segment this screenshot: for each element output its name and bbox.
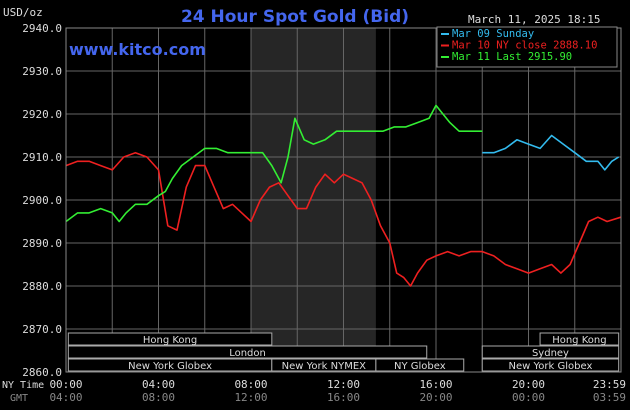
legend-entry: Mar 09 Sunday — [452, 28, 534, 40]
x-tick-label: 04:00 — [142, 378, 175, 391]
session-label: New York Globex — [509, 361, 593, 372]
chart-title: 24 Hour Spot Gold (Bid) — [181, 7, 409, 27]
x-axis-ticks: 00:00 04:00 08:00 12:00 16:00 20:00 23:5904:00… — [49, 378, 626, 404]
session-box — [539, 332, 620, 346]
session-label: Sydney — [532, 348, 569, 359]
y-tick-label: 2890.0 — [22, 237, 62, 250]
y-tick-label: 2900.0 — [22, 194, 62, 207]
series-line — [65, 104, 483, 223]
legend-entry: Mar 10 NY close 2888.10 — [452, 40, 597, 52]
session-label: New York Globex — [128, 361, 212, 372]
x-tick-label: 08:00 — [234, 378, 267, 391]
session-box — [375, 358, 465, 372]
x-tick-label: 00:00 — [49, 378, 82, 391]
market-sessions: Hong Kong London New York Globex New York N… — [67, 332, 620, 372]
gmt-tick-label: 16:00 — [327, 391, 360, 404]
session-label: Hong Kong — [552, 335, 606, 346]
gmt-tick-label: 04:00 — [49, 391, 82, 404]
legend-box — [436, 26, 618, 68]
gmt-axis-label: GMT — [10, 393, 28, 404]
session-label: Hong Kong — [143, 335, 197, 346]
grid-lines — [66, 27, 621, 373]
date-stamp: March 11, 2025 18:15 — [468, 13, 600, 26]
session-box — [67, 345, 428, 359]
session-box — [481, 345, 620, 359]
session-label: London — [229, 348, 266, 359]
x-tick-label: 16:00 — [419, 378, 452, 391]
y-tick-label: 2930.0 — [22, 65, 62, 78]
plot-border — [65, 27, 622, 373]
y-tick-label: 2920.0 — [22, 108, 62, 121]
session-box — [67, 332, 273, 346]
session-label: NY Globex — [394, 361, 446, 372]
y-tick-label: 2860.0 — [22, 366, 62, 379]
price-series — [65, 104, 622, 287]
y-tick-label: 2870.0 — [22, 323, 62, 336]
x-tick-label: 20:00 — [512, 378, 545, 391]
gmt-tick-label: 00:00 — [512, 391, 545, 404]
x-tick-label: 23:59 — [593, 378, 626, 391]
y-tick-label: 2910.0 — [22, 151, 62, 164]
series-line — [482, 134, 620, 171]
x-axis-label: NY Time — [2, 380, 44, 391]
y-axis-label: USD/oz — [3, 6, 43, 19]
y-tick-label: 2940.0 — [22, 22, 62, 35]
gmt-tick-label: 03:59 — [593, 391, 626, 404]
legend-entry: Mar 11 Last 2915.90 — [452, 51, 572, 63]
x-tick-label: 12:00 — [327, 378, 360, 391]
gmt-tick-label: 12:00 — [234, 391, 267, 404]
watermark-url: www.kitco.com — [69, 40, 206, 59]
y-axis-ticks: 2940.0 2930.0 2920.0 2910.0 2900.0 2890.0 2880… — [22, 22, 62, 379]
gmt-tick-label: 20:00 — [419, 391, 452, 404]
session-label: New York NYMEX — [282, 361, 367, 372]
session-box — [481, 358, 620, 372]
series-line — [65, 151, 622, 287]
gmt-tick-label: 08:00 — [142, 391, 175, 404]
y-tick-label: 2880.0 — [22, 280, 62, 293]
